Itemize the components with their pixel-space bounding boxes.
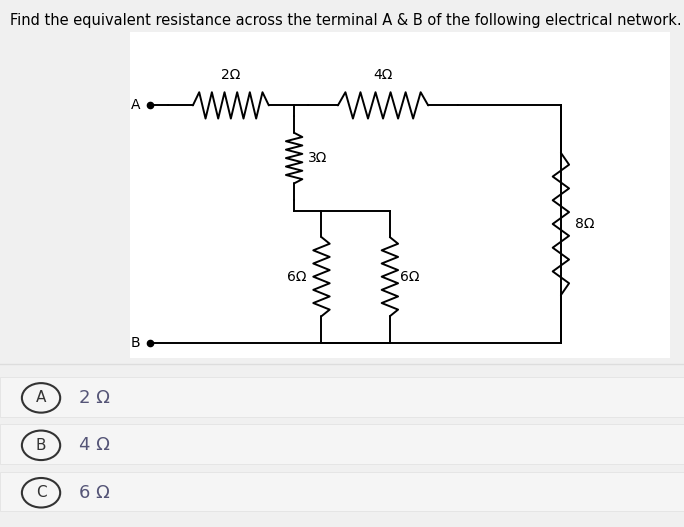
Text: A: A <box>36 391 47 405</box>
Text: 6 Ω: 6 Ω <box>79 484 109 502</box>
Text: 8Ω: 8Ω <box>575 217 594 231</box>
Bar <box>0 425 684 464</box>
Bar <box>0 472 684 511</box>
Bar <box>130 32 670 358</box>
Bar <box>0 377 684 416</box>
Text: 2Ω: 2Ω <box>221 67 241 82</box>
Text: B: B <box>36 438 47 453</box>
Text: C: C <box>36 485 47 500</box>
Text: 2 Ω: 2 Ω <box>79 389 109 407</box>
Text: 4 Ω: 4 Ω <box>79 436 109 454</box>
Text: 6Ω: 6Ω <box>287 270 306 284</box>
Text: 3Ω: 3Ω <box>308 151 327 165</box>
Text: B: B <box>131 336 140 349</box>
Text: 6Ω: 6Ω <box>400 270 420 284</box>
Text: A: A <box>131 99 140 112</box>
Text: 4Ω: 4Ω <box>373 67 393 82</box>
Text: Find the equivalent resistance across the terminal A & B of the following electr: Find the equivalent resistance across th… <box>10 13 682 28</box>
